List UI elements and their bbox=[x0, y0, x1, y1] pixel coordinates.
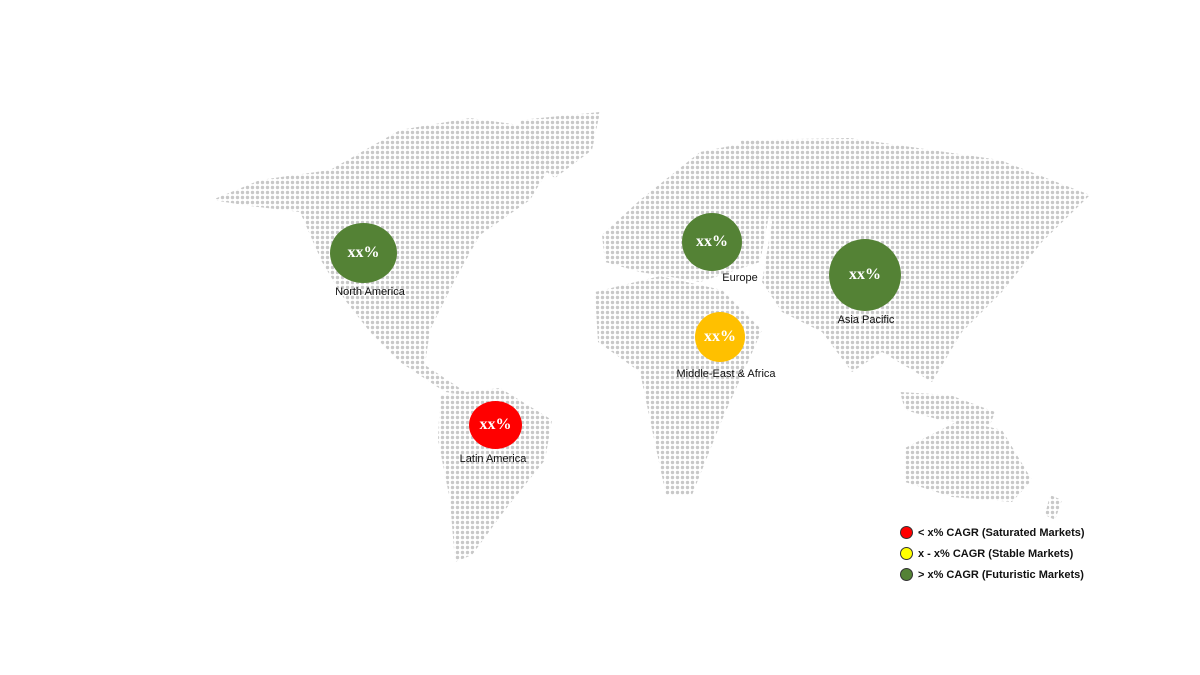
greenland-land bbox=[520, 112, 600, 178]
africa-land bbox=[595, 276, 762, 495]
asia-land bbox=[740, 138, 1090, 382]
red-dot-icon bbox=[900, 526, 913, 539]
bubble-middle-east-africa: xx% bbox=[695, 312, 745, 362]
indonesia-land bbox=[900, 392, 995, 425]
label-latin-america: Latin America bbox=[459, 453, 527, 465]
legend-label: < x% CAGR (Saturated Markets) bbox=[918, 526, 1085, 539]
legend-item-stable: x - x% CAGR (Stable Markets) bbox=[900, 543, 1085, 564]
europe-land bbox=[602, 140, 772, 282]
legend-label: x - x% CAGR (Stable Markets) bbox=[918, 547, 1074, 560]
value-asia-pacific: xx% bbox=[849, 266, 881, 283]
value-europe: xx% bbox=[696, 233, 728, 250]
bubble-europe: xx% bbox=[682, 213, 742, 271]
bubble-latin-america: xx% bbox=[469, 401, 522, 449]
green-dot-icon bbox=[900, 568, 913, 581]
new-zealand-land bbox=[1045, 495, 1062, 520]
legend-item-futuristic: > x% CAGR (Futuristic Markets) bbox=[900, 564, 1085, 585]
label-europe: Europe bbox=[722, 272, 758, 284]
south-america-land bbox=[438, 388, 552, 562]
legend-item-saturated: < x% CAGR (Saturated Markets) bbox=[900, 522, 1085, 543]
value-north-america: xx% bbox=[347, 244, 380, 261]
australia-land bbox=[905, 420, 1032, 502]
value-middle-east-africa: xx% bbox=[704, 328, 736, 345]
bubble-north-america: xx% bbox=[330, 223, 397, 283]
bubble-asia-pacific: xx% bbox=[829, 239, 901, 311]
label-asia-pacific: Asia Pacific bbox=[837, 314, 895, 326]
label-middle-east-africa: Middle-East & Africa bbox=[676, 368, 776, 380]
legend: < x% CAGR (Saturated Markets) x - x% CAG… bbox=[900, 522, 1085, 585]
yellow-dot-icon bbox=[900, 547, 913, 560]
legend-label: > x% CAGR (Futuristic Markets) bbox=[918, 568, 1084, 581]
value-latin-america: xx% bbox=[479, 416, 512, 433]
label-north-america: North America bbox=[335, 286, 405, 298]
